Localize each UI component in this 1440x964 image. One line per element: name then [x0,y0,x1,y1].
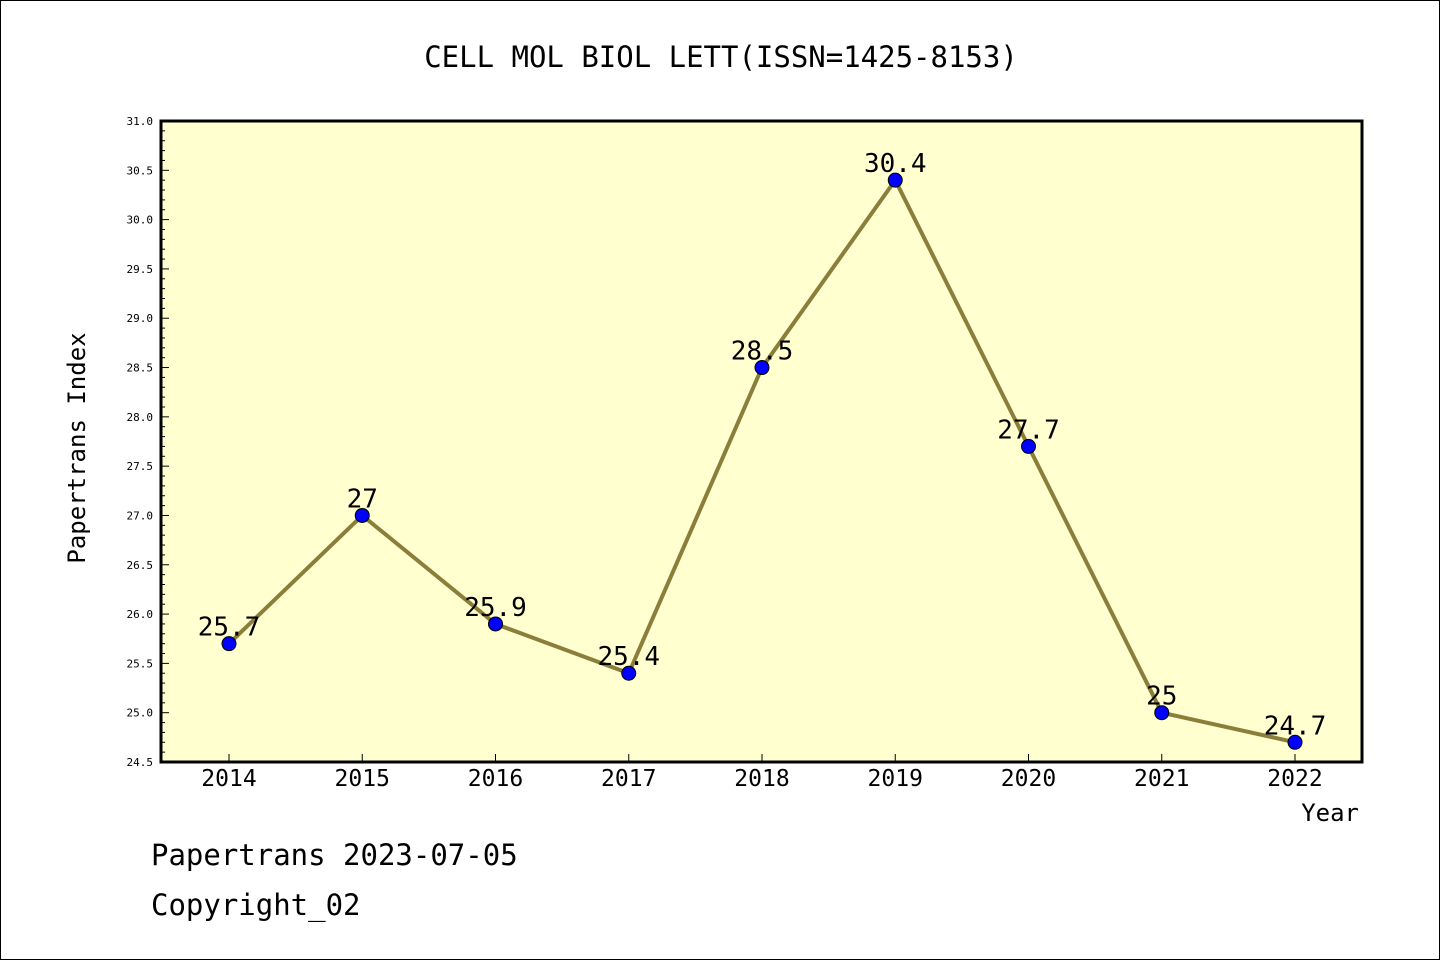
data-label-2018: 28.5 [731,337,794,367]
chart-title: CELL MOL BIOL LETT(ISSN=1425-8153) [424,40,1018,74]
data-point-2015 [354,507,370,523]
y-tick-label: 26.5 [127,559,154,572]
data-point-2020 [1021,438,1036,454]
footer-date-text: Papertrans 2023-07-05 [151,838,518,872]
y-axis: 24.5 25.0 25.5 26.0 26.5 27.0 27.5 28.0 28.5 29.0… [127,115,169,769]
x-tick-label: 2017 [601,766,656,792]
y-tick-label: 28.0 [127,411,154,424]
x-tick-label: 2019 [868,766,923,792]
data-label-2014: 25.7 [198,613,261,643]
data-label-2019: 30.4 [864,149,927,179]
data-point-2022 [1287,734,1303,750]
y-tick-label: 31.0 [127,115,154,128]
y-tick-label: 26.0 [127,608,154,621]
y-tick-label: 27.5 [127,460,154,473]
x-tick-label: 2021 [1134,766,1189,792]
data-point-2021 [1154,705,1170,721]
data-label-2021: 25 [1146,682,1177,712]
x-axis: 2014 2015 2016 2017 2018 2019 2020 2021 2022 [201,754,1323,792]
x-tick-label: 2018 [734,766,789,792]
data-label-2022: 24.7 [1264,711,1327,741]
y-tick-label: 25.5 [127,657,154,670]
y-axis-label: Papertrans Index [63,332,91,563]
data-point-2014 [221,636,237,652]
data-label-2016: 25.9 [464,593,527,623]
y-tick-label: 30.0 [127,214,154,227]
data-point-2019 [887,172,903,188]
data-point-2016 [488,616,503,632]
y-tick-label: 27.0 [127,509,154,522]
y-tick-label: 24.5 [127,756,154,769]
x-axis-label: Year [1301,799,1359,827]
x-tick-label: 2022 [1267,766,1322,792]
x-tick-label: 2016 [468,766,523,792]
x-tick-label: 2020 [1001,766,1056,792]
footer-copyright-text: Copyright_02 [151,888,361,923]
plot-area [159,119,1364,764]
y-tick-label: 28.5 [127,362,154,375]
data-label-2015: 27 [347,484,378,514]
data-labels: 25.7 27 25.9 25.4 28.5 30.4 27.7 25 24.7 [198,149,1327,741]
data-label-2017: 25.4 [597,642,660,672]
y-tick-label: 29.5 [127,263,154,276]
data-label-2020: 27.7 [997,415,1060,445]
x-tick-label: 2015 [335,766,390,792]
y-tick-label: 29.0 [127,312,154,325]
y-tick-label: 30.5 [127,164,154,177]
data-point-2017 [621,665,637,681]
y-tick-label: 25.0 [127,707,154,720]
x-tick-label: 2014 [201,766,256,792]
data-point-2018 [754,360,770,376]
data-points [221,172,1303,750]
